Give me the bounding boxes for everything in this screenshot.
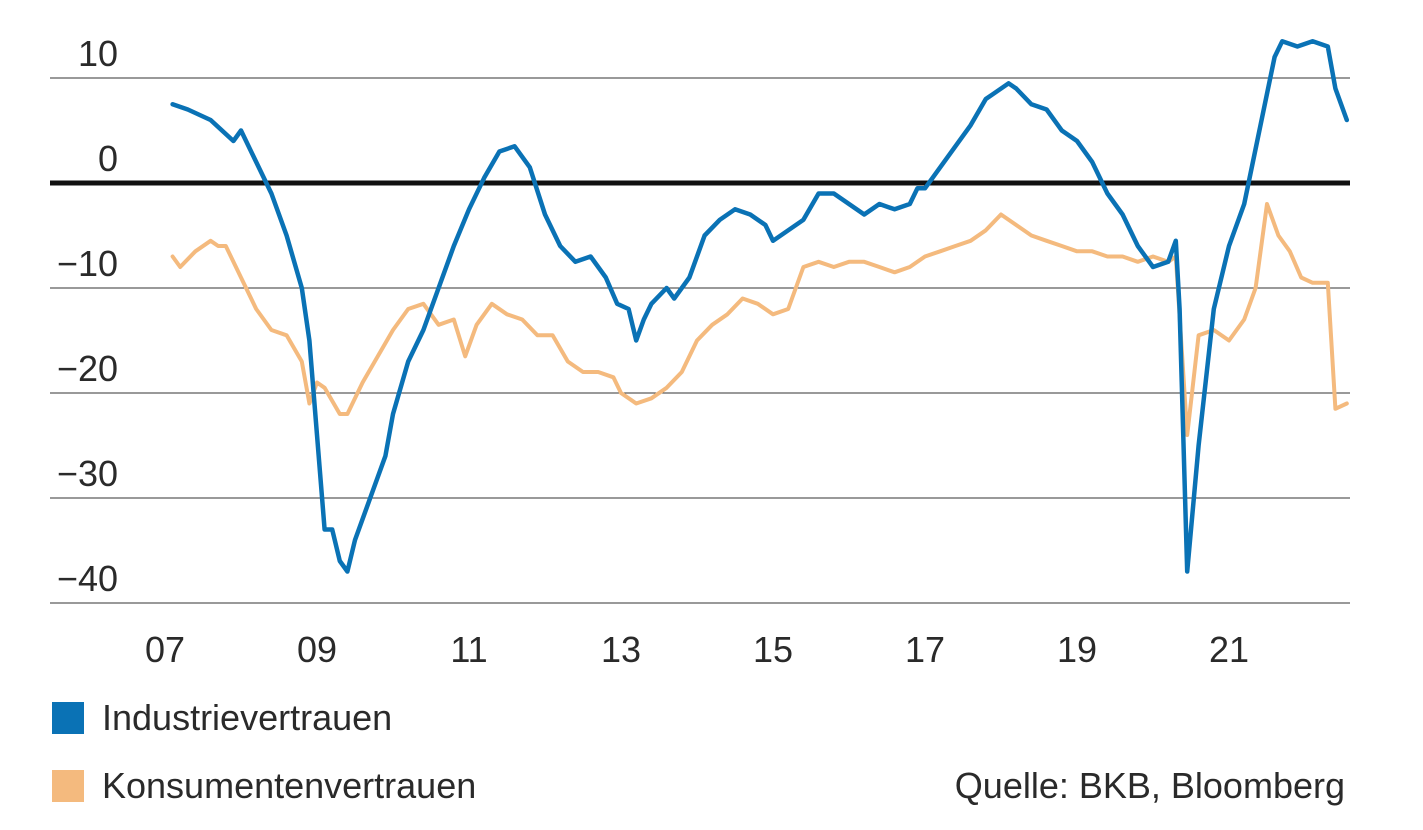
- y-tick-label: 10: [78, 33, 118, 74]
- x-tick-label: 07: [145, 629, 185, 670]
- series-line-konsumentenvertrauen: [170, 202, 1349, 437]
- legend-swatch-konsumentenvertrauen: [52, 770, 84, 802]
- series-lines: [170, 39, 1350, 574]
- x-tick-label: 21: [1209, 629, 1249, 670]
- x-tick-label: 19: [1057, 629, 1097, 670]
- y-tick-label: −10: [57, 243, 118, 284]
- legend-item-industrievertrauen: Industrievertrauen: [52, 697, 392, 739]
- x-tick-label: 11: [450, 629, 487, 670]
- legend-label-industrievertrauen: Industrievertrauen: [102, 697, 393, 738]
- x-tick-label: 13: [601, 629, 641, 670]
- x-tick-label: 09: [297, 629, 337, 670]
- legend-swatch-industrievertrauen: [52, 702, 84, 734]
- grid-lines: [50, 77, 1350, 604]
- line-chart: 10 0 −10 −20 −30 −40 07 09 11 13 15 17 19 21: [50, 33, 1350, 670]
- y-tick-label: −20: [57, 348, 118, 389]
- y-tick-label: −30: [57, 453, 118, 494]
- legend-item-konsumentenvertrauen: Konsumentenvertrauen: [52, 765, 476, 807]
- x-axis-labels: 07 09 11 13 15 17 19 21: [145, 629, 1249, 670]
- x-tick-label: 17: [905, 629, 945, 670]
- legend-label-konsumentenvertrauen: Konsumentenvertrauen: [102, 765, 477, 806]
- y-axis-labels: 10 0 −10 −20 −30 −40: [57, 33, 118, 599]
- source-note: Quelle: BKB, Bloomberg: [954, 765, 1345, 806]
- series-line-industrievertrauen: [170, 39, 1350, 574]
- x-tick-label: 15: [753, 629, 793, 670]
- y-tick-label: −40: [57, 558, 118, 599]
- y-tick-label: 0: [98, 138, 118, 179]
